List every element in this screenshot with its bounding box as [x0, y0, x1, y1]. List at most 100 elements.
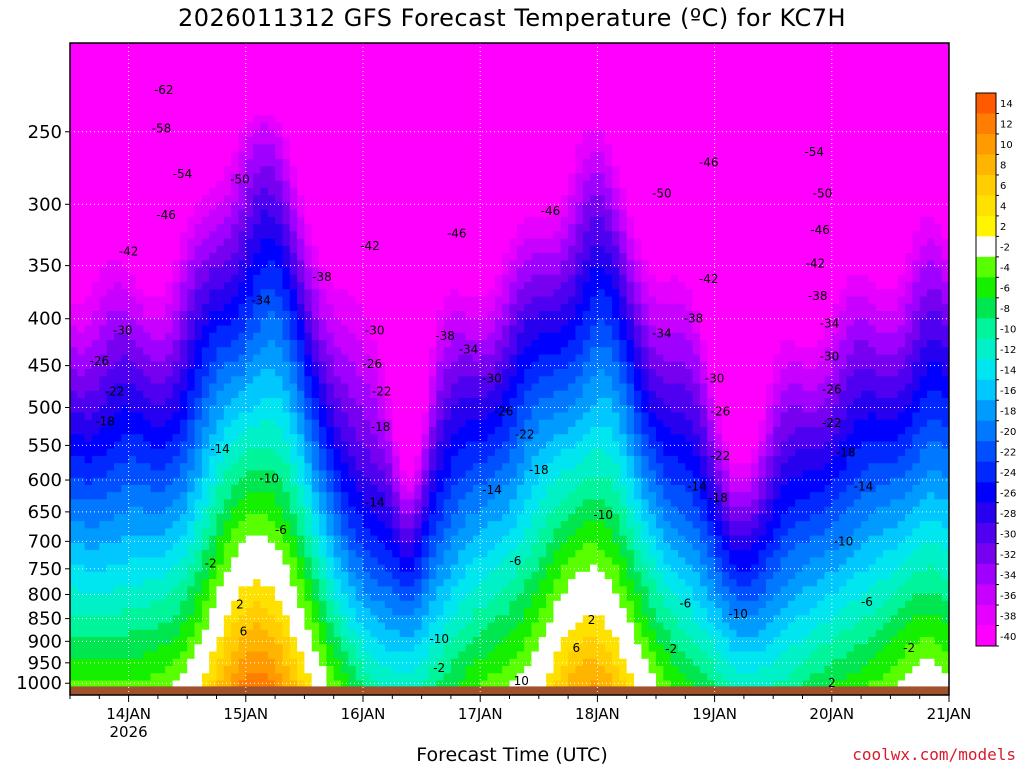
temperature-cell [553, 296, 562, 305]
temperature-cell [685, 332, 694, 341]
temperature-cell [458, 332, 467, 341]
temperature-cell [795, 173, 804, 182]
temperature-cell [253, 129, 262, 138]
temperature-cell [927, 274, 935, 283]
temperature-cell [780, 311, 789, 319]
temperature-cell [370, 231, 379, 240]
temperature-cell [597, 57, 606, 66]
temperature-cell [685, 180, 694, 189]
temperature-cell [121, 129, 130, 138]
temperature-cell [714, 209, 723, 218]
temperature-cell [927, 195, 935, 203]
temperature-cell [780, 332, 789, 341]
temperature-cell [736, 216, 745, 225]
temperature-cell [941, 180, 949, 189]
temperature-cell [941, 71, 949, 80]
temperature-cell [868, 79, 877, 88]
temperature-cell [685, 245, 694, 254]
temperature-cell [143, 325, 152, 334]
temperature-cell [113, 71, 122, 80]
temperature-cell [187, 267, 196, 276]
temperature-cell [758, 318, 767, 327]
temperature-cell [648, 245, 657, 254]
temperature-cell [282, 180, 291, 189]
temperature-cell [707, 129, 716, 138]
temperature-cell [480, 311, 489, 319]
temperature-cell [480, 71, 489, 80]
temperature-cell [795, 64, 804, 73]
temperature-cell [106, 187, 115, 196]
temperature-cell [458, 245, 467, 254]
temperature-cell [941, 303, 949, 312]
temperature-cell [619, 311, 628, 319]
temperature-cell [216, 79, 225, 88]
temperature-cell [421, 209, 430, 218]
temperature-cell [546, 253, 555, 261]
temperature-cell [157, 180, 166, 189]
temperature-cell [201, 282, 210, 290]
temperature-cell [201, 231, 210, 240]
temperature-cell [538, 216, 547, 225]
temperature-cell [743, 115, 752, 124]
temperature-cell [443, 318, 452, 327]
temperature-cell [780, 79, 789, 88]
temperature-cell [458, 209, 467, 218]
temperature-cell [941, 224, 949, 232]
temperature-cell [465, 195, 474, 203]
temperature-cell [384, 318, 393, 327]
temperature-cell [626, 93, 635, 102]
temperature-cell [414, 64, 423, 73]
temperature-cell [91, 289, 100, 298]
temperature-cell [260, 253, 269, 261]
temperature-cell [582, 296, 591, 305]
temperature-cell [758, 282, 767, 290]
temperature-cell [502, 158, 511, 167]
temperature-cell [883, 238, 891, 247]
temperature-cell [238, 79, 247, 88]
temperature-cell [355, 137, 364, 146]
temperature-cell [714, 115, 723, 124]
temperature-cell [326, 238, 335, 247]
temperature-cell [253, 296, 262, 305]
temperature-cell [135, 340, 144, 348]
temperature-cell [582, 318, 591, 327]
temperature-cell [128, 158, 137, 167]
temperature-cell [472, 180, 481, 189]
temperature-cell [707, 64, 716, 73]
temperature-cell [568, 202, 577, 211]
temperature-cell [348, 216, 357, 225]
temperature-cell [516, 224, 525, 232]
temperature-cell [113, 122, 122, 131]
temperature-cell [846, 137, 855, 146]
temperature-cell [883, 253, 891, 261]
temperature-cell [575, 238, 584, 247]
temperature-cell [143, 93, 152, 102]
temperature-cell [99, 253, 108, 261]
temperature-cell [538, 209, 547, 218]
temperature-cell [890, 303, 899, 312]
temperature-cell [172, 209, 181, 218]
temperature-cell [165, 325, 174, 334]
temperature-cell [260, 158, 269, 167]
temperature-cell [685, 282, 694, 290]
temperature-cell [275, 224, 284, 232]
temperature-cell [238, 64, 247, 73]
temperature-cell [106, 64, 115, 73]
temperature-cell [714, 325, 723, 334]
temperature-cell [568, 332, 577, 341]
temperature-cell [714, 86, 723, 95]
temperature-cell [121, 231, 130, 240]
temperature-cell [883, 122, 891, 131]
temperature-cell [311, 187, 320, 196]
temperature-cell [458, 79, 467, 88]
temperature-cell [406, 86, 415, 95]
temperature-cell [275, 180, 284, 189]
temperature-cell [450, 115, 459, 124]
temperature-cell [634, 224, 642, 232]
temperature-cell [912, 129, 921, 138]
temperature-cell [736, 260, 745, 269]
temperature-cell [648, 129, 657, 138]
temperature-cell [179, 86, 188, 95]
temperature-cell [765, 318, 774, 327]
temperature-cell [297, 129, 305, 138]
